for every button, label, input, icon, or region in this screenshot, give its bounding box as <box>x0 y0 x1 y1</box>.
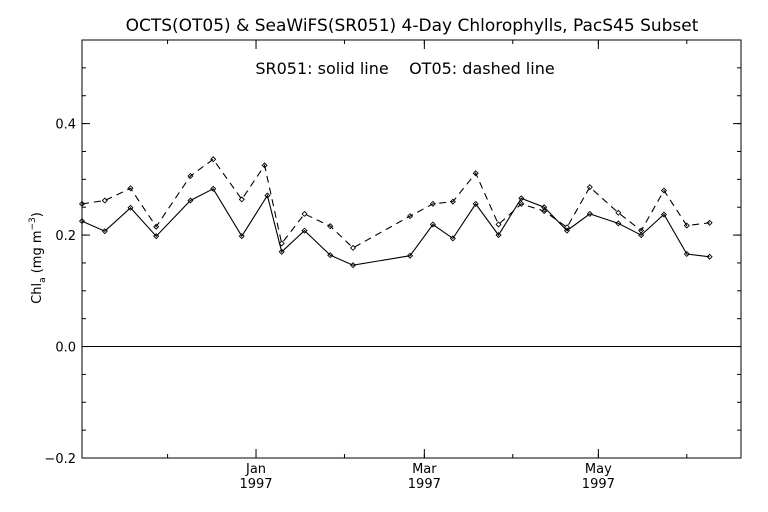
data-point-sr051 <box>541 204 548 211</box>
data-point-sr051 <box>349 262 357 269</box>
y-axis-label: Chla (mg m−3) <box>28 212 48 304</box>
y-axis: −0.2 0.0 0.2 0.4 <box>44 39 741 467</box>
data-point-ot05 <box>301 210 308 217</box>
legend-annotation: SR051: solid line OT05: dashed line <box>255 59 554 78</box>
data-point-sr051 <box>429 221 436 228</box>
data-point-ot05 <box>187 172 194 180</box>
data-point-sr051 <box>706 253 713 260</box>
x-tick-label: Mar <box>412 462 437 477</box>
data-point-ot05 <box>449 198 456 205</box>
data-point-sr051 <box>472 200 479 207</box>
y-axis-label-main: Chl <box>30 283 45 304</box>
series-layer <box>78 156 713 269</box>
data-point-ot05 <box>683 222 690 229</box>
data-point-sr051 <box>563 227 571 234</box>
data-point-ot05 <box>429 200 436 207</box>
data-point-sr051 <box>153 233 160 240</box>
data-point-sr051 <box>327 252 334 259</box>
x-tick-label: Jan <box>245 462 266 477</box>
x-tick-year-label: 1997 <box>408 477 441 492</box>
data-point-sr051 <box>683 250 690 258</box>
plot-frame <box>81 39 742 459</box>
data-point-ot05 <box>327 223 334 230</box>
data-point-sr051 <box>449 235 456 242</box>
data-point-ot05 <box>210 156 217 163</box>
data-point-sr051 <box>615 220 622 227</box>
data-point-sr051 <box>278 248 285 255</box>
y-tick-label: 0.0 <box>55 341 76 356</box>
x-tick-year-label: 1997 <box>239 477 272 492</box>
y-tick-label: 0.4 <box>55 118 76 133</box>
data-point-ot05 <box>278 240 285 247</box>
data-point-ot05 <box>541 208 548 215</box>
data-point-sr051 <box>210 185 217 192</box>
data-point-sr051 <box>127 204 134 211</box>
data-point-ot05 <box>660 187 668 194</box>
y-axis-label-unit: (mg m <box>30 230 45 277</box>
data-point-sr051 <box>301 227 308 234</box>
data-point-ot05 <box>127 185 134 192</box>
data-point-sr051 <box>518 195 525 202</box>
data-point-ot05 <box>78 200 86 207</box>
series-line-sr051 <box>81 188 710 266</box>
y-tick-label: 0.2 <box>55 229 76 244</box>
data-point-ot05 <box>586 184 593 191</box>
data-point-sr051 <box>495 232 502 239</box>
data-point-ot05 <box>153 223 160 230</box>
y-tick-label: −0.2 <box>44 452 76 467</box>
data-point-sr051 <box>78 218 86 225</box>
data-point-ot05 <box>495 221 502 228</box>
data-point-sr051 <box>264 192 271 199</box>
data-point-sr051 <box>407 252 414 259</box>
y-axis-label-close: ) <box>30 212 45 217</box>
data-point-ot05 <box>615 209 622 216</box>
data-point-ot05 <box>349 244 357 251</box>
data-point-ot05 <box>472 170 479 177</box>
data-point-ot05 <box>563 224 571 231</box>
data-point-sr051 <box>101 228 108 235</box>
data-point-ot05 <box>407 213 414 220</box>
data-point-sr051 <box>238 233 245 240</box>
data-point-ot05 <box>638 227 645 234</box>
x-tick-year-label: 1997 <box>582 477 615 492</box>
series-line-ot05 <box>81 158 710 249</box>
data-point-sr051 <box>660 211 668 218</box>
chart-title: OCTS(OT05) & SeaWiFS(SR051) 4-Day Chloro… <box>126 16 699 36</box>
data-point-ot05 <box>238 196 245 203</box>
data-point-ot05 <box>518 200 525 207</box>
data-point-sr051 <box>187 197 194 204</box>
y-axis-label-exp: −3 <box>28 217 38 230</box>
data-point-ot05 <box>706 219 713 226</box>
data-point-ot05 <box>261 162 268 169</box>
x-tick-label: May <box>585 462 612 477</box>
y-axis-label-sub: a <box>38 277 48 283</box>
data-point-sr051 <box>586 210 593 217</box>
data-point-sr051 <box>638 232 645 239</box>
data-point-ot05 <box>101 197 108 204</box>
